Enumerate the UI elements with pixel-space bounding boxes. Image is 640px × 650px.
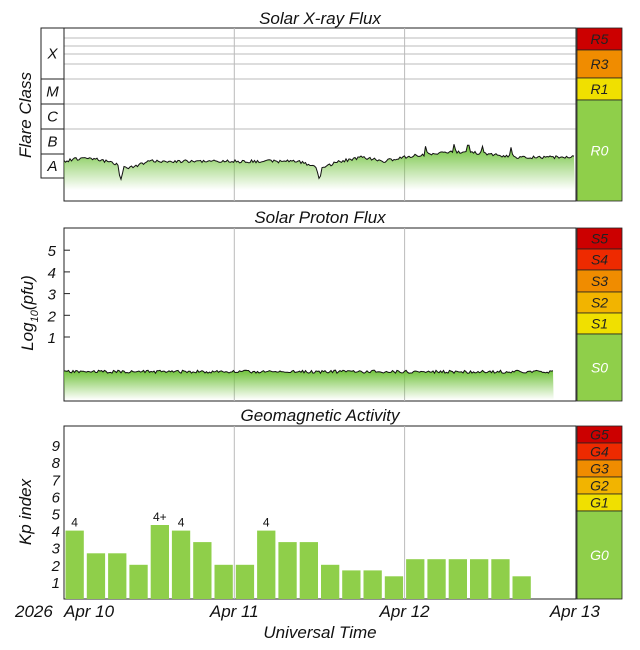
x-axis-year: 2026 [14,602,53,621]
kp-y-tick: 6 [52,489,61,506]
kp-bar [86,553,106,599]
scale-label-g0: G0 [590,547,609,563]
proton-y-tick: 3 [48,287,57,304]
scale-label-s0: S0 [591,360,608,376]
kp-bar [150,525,169,599]
kp-bar [278,542,297,599]
x-tick-label: Apr 10 [63,602,115,621]
kp-bar [129,564,148,599]
time-axis-ticks: Apr 10 Apr 11 Apr 12 Apr 13 [63,602,600,621]
proton-y-tick: 2 [47,308,57,325]
scale-label-g2: G2 [590,478,609,494]
proton-plot-frame [63,227,577,402]
kp-y-tick: 8 [52,455,61,472]
kp-y-tick: 3 [52,541,61,558]
flare-class-c: C [47,109,58,126]
xray-ylabel: Flare Class [16,72,35,158]
proton-y-tick: 5 [48,243,57,260]
kp-y-tick: 4 [52,524,60,541]
kp-bar-label: 4 [178,516,185,530]
proton-title: Solar Proton Flux [254,208,386,227]
proton-y-tick: 1 [48,330,56,347]
xray-flux-line [63,144,575,182]
kp-bar [470,559,489,599]
x-axis-label: Universal Time [263,623,376,642]
geomag-title: Geomagnetic Activity [240,406,401,425]
scale-label-r1: R1 [591,81,609,97]
xray-plot-frame [63,27,577,202]
scale-label-g5: G5 [590,427,609,443]
kp-bar [321,564,340,599]
kp-bar [342,570,361,599]
kp-bar [299,542,318,599]
kp-bar [406,559,425,599]
proton-ylabel-unit: (pfu) [18,275,37,310]
kp-ylabel: Kp index [16,478,35,545]
scale-label-r3: R3 [591,56,609,72]
kp-y-tick: 5 [52,507,61,524]
kp-bar [491,559,510,599]
kp-bar [214,564,233,599]
scale-band-r0 [576,99,623,202]
radio-blackout-scale: R5 R3 R1 R0 [576,27,623,202]
kp-bar [257,530,276,599]
xray-flux-fill [64,144,575,190]
kp-grid [233,426,406,599]
kp-bar [235,564,255,599]
kp-y-tick: 2 [51,558,61,575]
xray-title: Solar X-ray Flux [259,9,381,28]
radiation-storm-scale: S5 S4 S3 S2 S1 S0 [576,227,623,402]
flare-class-b: B [47,134,57,151]
kp-bar-label: 4+ [153,510,167,524]
scale-band-g0 [576,510,623,600]
scale-band-s0 [576,333,623,402]
scale-label-g3: G3 [590,461,609,477]
kp-bar [384,576,404,599]
x-tick-label: Apr 13 [549,602,601,621]
kp-y-tick: 1 [52,575,60,592]
kp-bar-label: 4 [263,516,270,530]
kp-y-tick: 9 [52,438,61,455]
scale-label-g4: G4 [590,444,609,460]
scale-label-s4: S4 [591,252,608,268]
x-tick-label: Apr 11 [209,602,259,621]
kp-bar [108,553,127,599]
proton-ylabel: Log10(pfu) [18,275,41,351]
kp-bar [65,530,84,599]
proton-flux-line [63,369,554,375]
scale-label-s1: S1 [591,316,608,332]
flare-class-a: A [46,158,57,175]
flare-class-x: X [46,46,58,63]
scale-label-r0: R0 [591,143,609,159]
kp-plot-frame [63,425,577,600]
scale-label-s3: S3 [591,273,608,289]
kp-bar [512,576,531,599]
kp-bar [427,559,446,599]
scale-label-g1: G1 [590,495,609,511]
kp-bar [193,542,212,599]
scale-label-r5: R5 [591,31,609,47]
scale-label-s2: S2 [591,295,608,311]
kp-bar-label: 4 [71,516,78,530]
kp-y-tick: 7 [52,472,61,489]
kp-bar [363,570,382,599]
scale-label-s5: S5 [591,231,608,247]
x-tick-label: Apr 12 [379,602,431,621]
kp-bar [448,559,467,599]
proton-y-ticks: 1 2 3 4 5 [47,243,70,347]
kp-bars: 4 4+ 4 4 [65,510,531,599]
flare-class-m: M [46,84,59,101]
proton-ylabel-subscript: 10 [29,309,41,322]
kp-bar [171,530,191,599]
proton-flux-fill [64,370,554,400]
proton-y-tick: 4 [48,265,56,282]
